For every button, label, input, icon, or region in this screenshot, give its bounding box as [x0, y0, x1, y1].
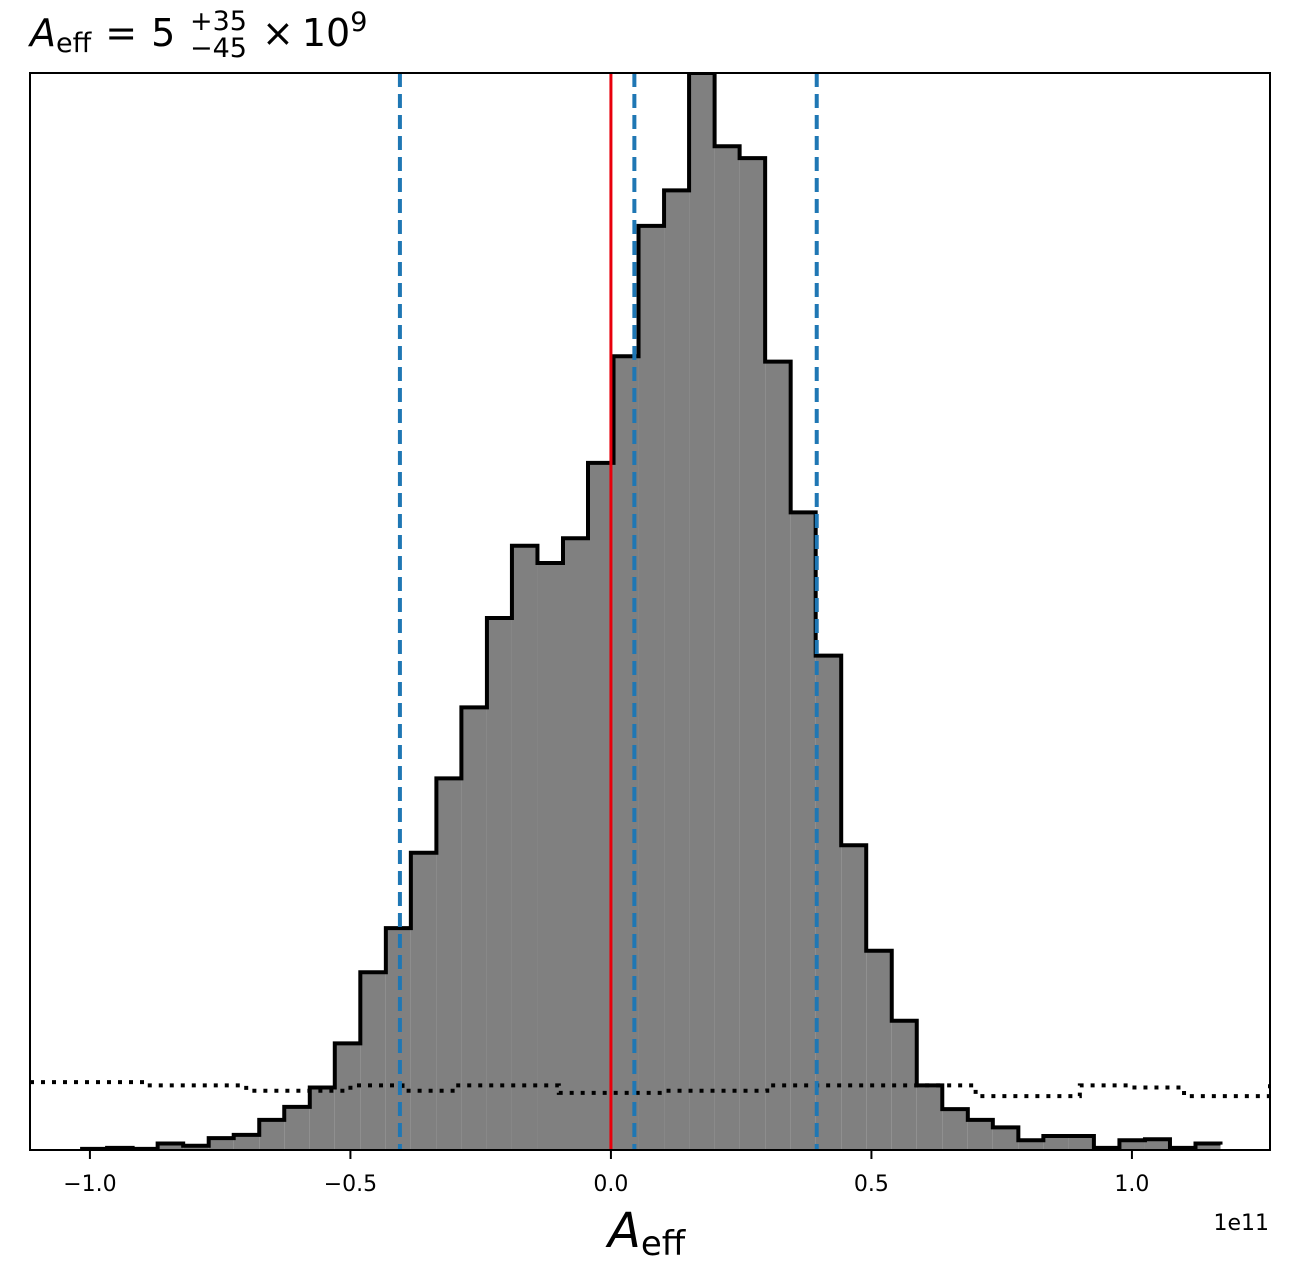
x-tick-label: 0.0 — [593, 1172, 628, 1197]
reference-lines — [397, 73, 819, 1150]
histogram-bar — [511, 545, 538, 1150]
x-axis-label: Aeff — [605, 1203, 687, 1264]
histogram-bar — [1144, 1139, 1170, 1150]
histogram-bar — [259, 1119, 285, 1150]
histogram-bar — [1119, 1140, 1145, 1150]
plot-frame — [29, 72, 1271, 1151]
histogram-bar — [739, 158, 766, 1150]
title-equals: = — [105, 11, 137, 55]
x-offset-label: 1e11 — [1213, 1211, 1269, 1236]
title-lower-error: −45 — [190, 33, 247, 64]
histogram-bar — [1043, 1135, 1069, 1150]
histogram-bar — [157, 1143, 184, 1150]
histogram-bar — [790, 512, 816, 1150]
x-tick-label: −0.5 — [324, 1172, 377, 1197]
histogram-bar — [841, 845, 867, 1150]
histogram-bar — [461, 707, 487, 1150]
x-axis-ticks: −1.0 −0.5 0.0 0.5 1.0 — [63, 1150, 1149, 1197]
histogram-bar — [1068, 1135, 1094, 1150]
histogram-bar — [689, 73, 715, 1150]
title-times: × — [262, 11, 294, 55]
x-tick-label: 1.0 — [1114, 1172, 1149, 1197]
histogram-bar — [1018, 1140, 1044, 1150]
histogram-bar — [486, 617, 512, 1150]
histogram-bar — [334, 1043, 361, 1150]
histogram-bar — [1195, 1143, 1221, 1150]
title-upper-error: +35 — [190, 6, 247, 37]
title-symbol: A — [27, 11, 56, 55]
histogram-bar — [309, 1087, 335, 1150]
histogram-bar — [360, 972, 386, 1150]
prior-line — [30, 1080, 1270, 1099]
histogram-bar — [562, 538, 588, 1150]
histogram-bar — [638, 225, 665, 1150]
histogram-bar — [992, 1127, 1019, 1150]
x-axis-label-symbol: A — [605, 1203, 641, 1259]
histogram-bars — [80, 73, 1223, 1150]
histogram-bar — [183, 1145, 209, 1150]
histogram-bar — [916, 1085, 943, 1150]
title-symbol-subscript: eff — [56, 28, 93, 59]
title-median: 5 — [151, 11, 175, 55]
x-tick-label: −1.0 — [63, 1172, 116, 1197]
x-tick-label: 0.5 — [854, 1172, 889, 1197]
prior-curve — [30, 1080, 1270, 1099]
histogram-bar — [284, 1106, 310, 1150]
histogram-outline — [80, 73, 1223, 1150]
histogram-bar — [233, 1134, 260, 1150]
chart-title: Aeff = 5 × 109 — [27, 7, 367, 59]
histogram-bar — [410, 852, 437, 1150]
title-exponent: 9 — [350, 7, 367, 38]
histogram-bar — [664, 190, 690, 1150]
histogram-bar — [967, 1119, 993, 1150]
histogram-bar — [942, 1109, 968, 1150]
histogram-bar — [714, 146, 740, 1150]
histogram-bar — [537, 563, 563, 1150]
histogram-bar — [588, 462, 614, 1150]
title-base: 10 — [302, 11, 350, 55]
histogram-bar — [765, 361, 791, 1150]
histogram-bar — [208, 1138, 234, 1150]
histogram-bar — [866, 950, 892, 1150]
x-axis-label-subscript: eff — [641, 1224, 687, 1264]
histogram-bar — [436, 778, 462, 1150]
histogram-bar — [815, 655, 842, 1150]
